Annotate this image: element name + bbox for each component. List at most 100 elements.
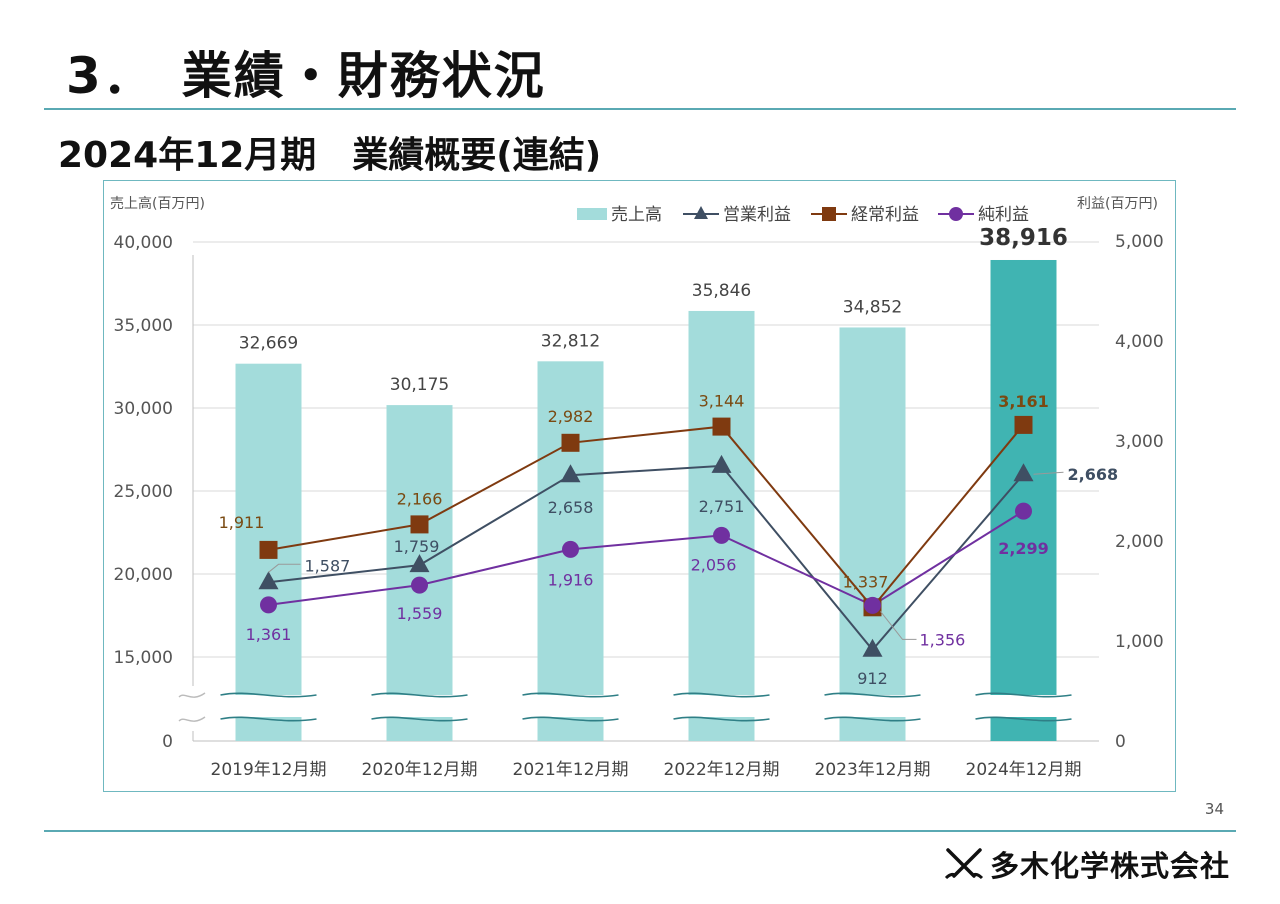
y-right-axis-title: 利益(百万円) xyxy=(1077,196,1158,212)
revenue-data-label: 34,852 xyxy=(843,297,902,317)
net-profit-label: 1,916 xyxy=(548,570,594,589)
axis-break-wave xyxy=(220,692,317,698)
net-profit-label: 1,361 xyxy=(246,625,292,644)
revenue-data-label: 32,812 xyxy=(541,331,600,351)
ordinary-profit-label: 1,911 xyxy=(219,513,265,532)
y-left-tick-label: 15,000 xyxy=(114,648,173,668)
chart-frame: 0 15,000 20,000 25,000 30,000 35,000 40,000 0 1,… xyxy=(103,180,1176,792)
revenue-data-label: 35,846 xyxy=(692,281,751,301)
operating-profit-marker xyxy=(862,638,883,657)
legend-swatch-bar xyxy=(577,208,607,220)
operating-profit-label: 2,751 xyxy=(699,497,745,516)
net-profit-label: 2,056 xyxy=(691,555,737,574)
y-left-tick-label: 30,000 xyxy=(114,399,173,419)
y-right-tick-label: 5,000 xyxy=(1115,232,1164,252)
x-tick-label: 2024年12月期 xyxy=(966,760,1082,780)
ordinary-profit-marker xyxy=(561,433,580,452)
revenue-bar xyxy=(688,310,755,741)
series-line-circle xyxy=(268,510,1025,607)
company-name: 多木化学株式会社 xyxy=(990,849,1231,883)
legend-label: 経常利益 xyxy=(851,205,919,225)
operating-profit-label: 912 xyxy=(857,669,888,688)
revenue-bar xyxy=(839,327,906,741)
net-profit-marker xyxy=(864,596,881,614)
ordinary-profit-marker xyxy=(1014,415,1033,434)
operating-profit-label: 2,668 xyxy=(1068,465,1119,484)
axis-break-wave xyxy=(975,716,1072,722)
axis-break-wave xyxy=(371,692,468,698)
legend-marker-circle xyxy=(949,207,963,221)
header-divider xyxy=(44,108,1236,110)
page-subtitle: 2024年12月期 業績概要(連結) xyxy=(58,135,602,176)
series-line-square xyxy=(268,424,1025,609)
company-logo: 多木化学株式会社 xyxy=(944,842,1230,886)
ordinary-profit-marker xyxy=(259,540,278,559)
net-profit-marker xyxy=(411,576,428,594)
series-line-triangle xyxy=(268,464,1025,652)
footer-divider xyxy=(44,830,1236,832)
net-profit-marker xyxy=(713,526,730,544)
net-profit-marker xyxy=(260,596,277,614)
y-right-tick-label: 0 xyxy=(1115,732,1126,752)
operating-profit-marker xyxy=(258,571,279,590)
axis-break-band xyxy=(177,695,1107,717)
net-profit-label: 1,356 xyxy=(920,630,966,649)
y-right-tick-label: 4,000 xyxy=(1115,332,1164,352)
ordinary-profit-label: 2,166 xyxy=(397,489,443,508)
leader-line xyxy=(1033,471,1064,475)
operating-profit-label: 2,658 xyxy=(548,498,594,517)
section-title: 3． 業績・財務状況 xyxy=(66,47,546,105)
x-tick-label: 2019年12月期 xyxy=(211,760,327,780)
ordinary-profit-label: 1,337 xyxy=(843,572,889,591)
x-tick-label: 2020年12月期 xyxy=(362,760,478,780)
operating-profit-marker xyxy=(1013,463,1034,482)
axis-break-wave xyxy=(371,716,468,722)
operating-profit-marker xyxy=(711,454,732,473)
legend-label: 売上高 xyxy=(611,205,662,225)
net-profit-label: 2,299 xyxy=(998,539,1049,558)
y-axis-break-mark xyxy=(178,716,206,722)
operating-profit-marker xyxy=(409,554,430,573)
axis-break-wave xyxy=(522,716,619,722)
performance-chart: 0 15,000 20,000 25,000 30,000 35,000 40,000 0 1,… xyxy=(110,195,1164,780)
x-tick-label: 2023年12月期 xyxy=(815,760,931,780)
y-left-tick-label: 40,000 xyxy=(114,233,173,253)
ordinary-profit-label: 3,161 xyxy=(998,392,1049,411)
ordinary-profit-marker xyxy=(712,417,731,436)
y-left-tick-label: 25,000 xyxy=(114,482,173,502)
leader-line xyxy=(268,563,301,573)
x-tick-label: 2021年12月期 xyxy=(513,760,629,780)
operating-profit-label: 1,587 xyxy=(305,556,351,575)
revenue-data-label: 38,916 xyxy=(979,225,1068,251)
legend-label: 純利益 xyxy=(978,205,1029,225)
axis-break-wave xyxy=(673,692,770,698)
axis-break-wave xyxy=(673,716,770,722)
axis-break-wave xyxy=(522,692,619,698)
axis-break-wave xyxy=(220,716,317,722)
company-mark-icon xyxy=(944,848,984,880)
revenue-data-label: 32,669 xyxy=(239,334,298,354)
net-profit-marker xyxy=(1015,502,1032,520)
page-number: 34 xyxy=(1204,800,1224,818)
legend-marker-square xyxy=(822,207,836,221)
y-left-tick-label: 20,000 xyxy=(114,565,173,585)
legend-marker-triangle xyxy=(694,206,708,219)
y-right-tick-label: 2,000 xyxy=(1115,532,1164,552)
leader-line xyxy=(880,611,917,640)
y-left-axis-title: 売上高(百万円) xyxy=(110,195,205,212)
revenue-bar xyxy=(386,405,453,741)
net-profit-marker xyxy=(562,540,579,558)
x-tick-label: 2022年12月期 xyxy=(664,760,780,780)
y-right-tick-label: 1,000 xyxy=(1115,632,1164,652)
y-right-tick-label: 3,000 xyxy=(1115,432,1164,452)
revenue-data-label: 30,175 xyxy=(390,375,449,395)
net-profit-label: 1,559 xyxy=(397,604,443,623)
ordinary-profit-marker xyxy=(410,515,429,534)
ordinary-profit-label: 3,144 xyxy=(699,392,745,411)
axis-break-wave xyxy=(975,692,1072,698)
y-axis-break-mark xyxy=(178,692,206,698)
ordinary-profit-label: 2,982 xyxy=(548,407,594,426)
y-left-tick-label: 35,000 xyxy=(114,316,173,336)
axis-break-wave xyxy=(824,692,921,698)
operating-profit-label: 1,759 xyxy=(394,537,440,556)
